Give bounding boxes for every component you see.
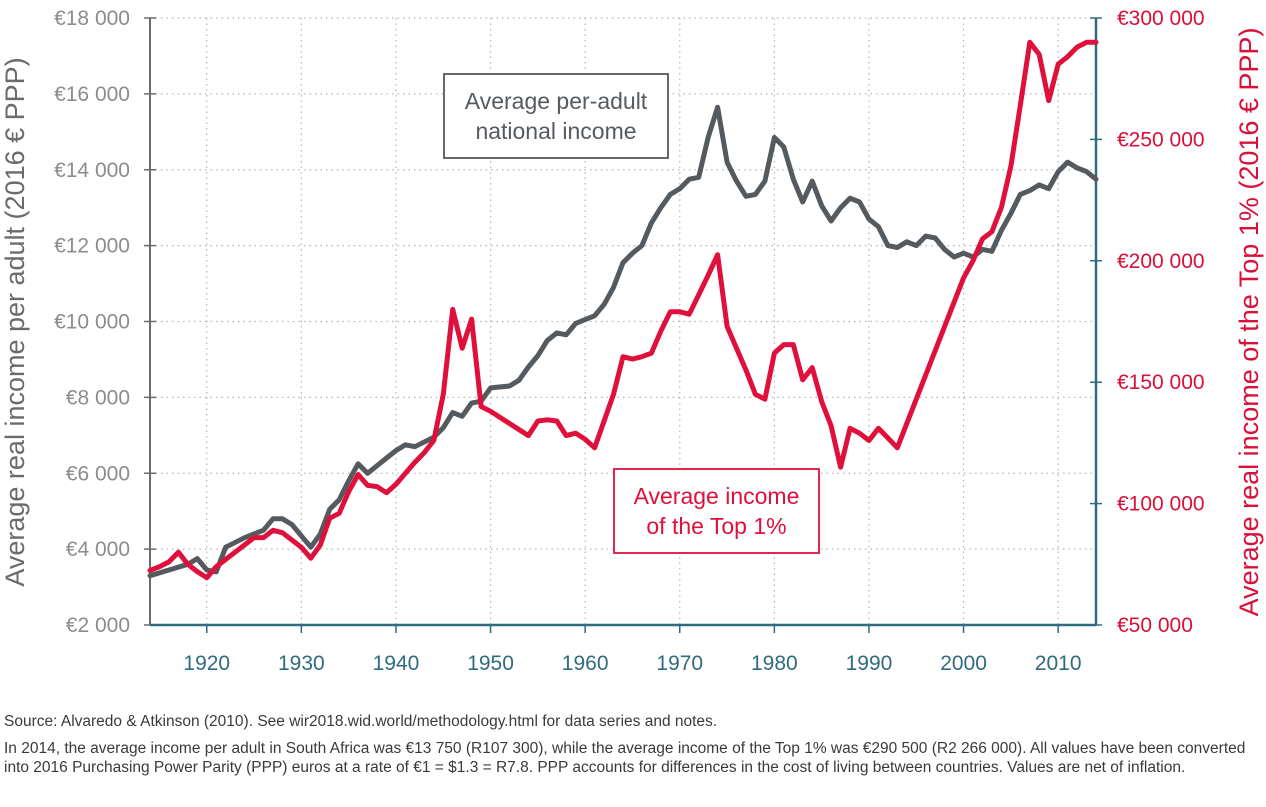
left-tick-label: €4 000 [66,538,130,561]
x-tick-label: 2010 [1035,652,1082,675]
left-tick-label: €12 000 [54,235,130,258]
x-tick-label: 1990 [846,652,893,675]
left-tick-label: €2 000 [66,614,130,637]
annotation-text: national income [475,118,636,144]
left-axis-label: Average real income per adult (2016 € PP… [0,57,30,586]
left-tick-label: €8 000 [66,386,130,409]
right-tick-label: €100 000 [1117,493,1205,516]
x-tick-label: 1930 [278,652,325,675]
right-tick-label: €300 000 [1117,7,1205,30]
annotation-box [443,73,669,159]
national-income-annotation: Average per-adult national income [443,73,669,159]
x-tick-label: 2000 [940,652,987,675]
annotation-box [613,468,820,554]
top1-annotation: Average income of the Top 1% [613,468,820,554]
right-axis-label: Average real income of the Top 1% (2016 … [1234,28,1264,617]
left-tick-label: €16 000 [54,83,130,106]
left-tick-label: €14 000 [54,159,130,182]
left-tick-label: €6 000 [66,462,130,485]
x-tick-label: 1980 [751,652,798,675]
annotation-text: of the Top 1% [646,513,786,539]
x-tick-label: 1940 [373,652,420,675]
right-tick-label: €50 000 [1117,614,1193,637]
top1-income-line [147,39,1099,581]
left-tick-label: €18 000 [54,7,130,30]
source-note: Source: Alvaredo & Atkinson (2010). See … [4,713,718,730]
left-tick-label: €10 000 [54,311,130,334]
x-tick-label: 1950 [467,652,514,675]
annotation-text: Average per-adult [465,88,648,114]
national-income-line [147,104,1099,579]
x-tick-label: 1920 [183,652,230,675]
explanatory-note: In 2014, the average income per adult in… [4,740,1246,776]
right-tick-label: €200 000 [1117,250,1205,273]
x-tick-label: 1960 [562,652,609,675]
series-lines [147,39,1099,581]
income-chart: €2 000 €4 000 €6 000 €8 000 €10 000 €12 000 €1… [0,7,1264,675]
axes [144,17,1102,633]
right-tick-label: €250 000 [1117,128,1205,151]
x-tick-label: 1970 [656,652,703,675]
tick-labels: €2 000 €4 000 €6 000 €8 000 €10 000 €12 000 €1… [54,7,1205,675]
footer: Source: Alvaredo & Atkinson (2010). See … [4,712,1262,785]
right-tick-label: €150 000 [1117,371,1205,394]
annotation-text: Average income [634,483,800,509]
